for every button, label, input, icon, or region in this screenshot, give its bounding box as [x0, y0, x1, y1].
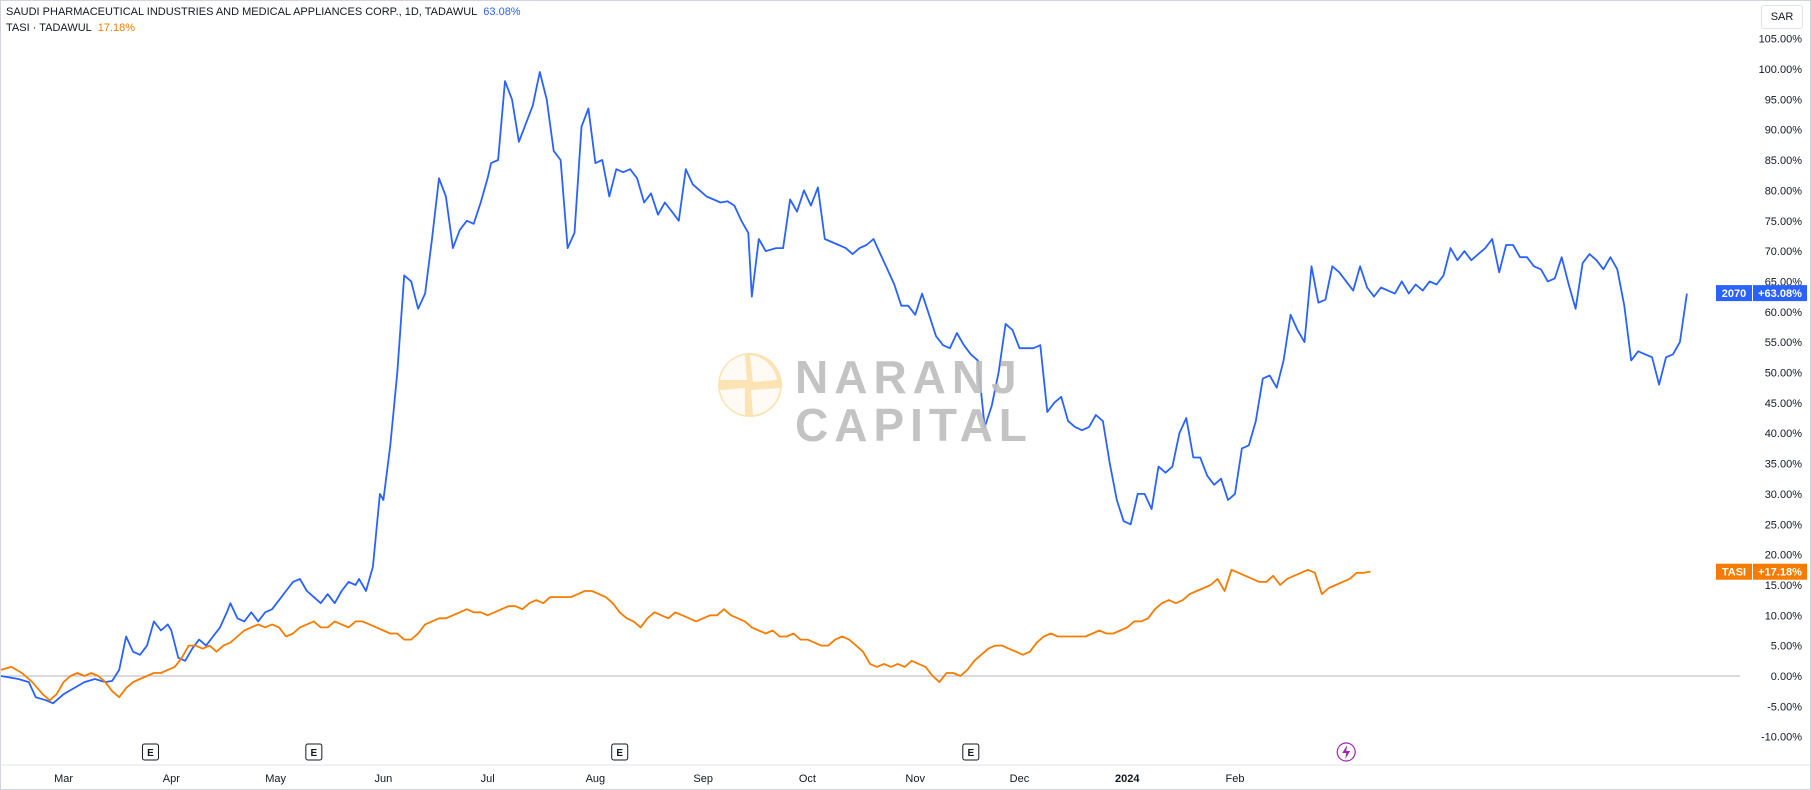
x-tick-label: Mar: [54, 773, 73, 785]
legend-compare-title: TASI · TADAWUL: [6, 22, 92, 34]
y-tick-label: 100.00%: [1759, 64, 1803, 76]
watermark-line-2: CAPITAL: [795, 399, 1033, 451]
y-tick-label: 15.00%: [1765, 580, 1803, 592]
x-tick-label: Dec: [1010, 773, 1030, 785]
price-tag-symbol: 2070: [1722, 288, 1746, 300]
series-line-2070[interactable]: [0, 71, 1688, 705]
currency-button[interactable]: SAR: [1761, 5, 1803, 29]
x-tick-label: May: [265, 773, 286, 785]
x-tick-label: Aug: [586, 773, 606, 785]
price-tag-value: +17.18%: [1758, 567, 1802, 579]
y-tick-label: 85.00%: [1765, 155, 1803, 167]
naranj-capital-watermark: NARANJ CAPITAL: [715, 350, 1027, 451]
y-tick-label: -5.00%: [1767, 701, 1802, 713]
y-tick-label: 0.00%: [1771, 671, 1802, 683]
legend-compare-series[interactable]: TASI · TADAWUL 17.18%: [6, 22, 135, 34]
earnings-event-icon[interactable]: E: [962, 743, 980, 761]
x-tick-label: Sep: [693, 773, 713, 785]
price-tag-2070: 2070 +63.08%: [1716, 285, 1807, 302]
x-tick-label: Feb: [1225, 773, 1244, 785]
x-tick-label: Jul: [481, 773, 495, 785]
legend-compare-value: 17.18%: [97, 22, 136, 34]
legend-main-title: SAUDI PHARMACEUTICAL INDUSTRIES AND MEDI…: [6, 6, 478, 18]
price-tag-symbol: TASI: [1722, 567, 1746, 579]
y-tick-label: 10.00%: [1765, 610, 1803, 622]
y-tick-label: 50.00%: [1765, 368, 1803, 380]
svg-text:E: E: [616, 748, 623, 759]
y-tick-label: 90.00%: [1765, 125, 1803, 137]
y-tick-label: -10.00%: [1761, 732, 1802, 744]
y-tick-label: 20.00%: [1765, 550, 1803, 562]
lightning-icon[interactable]: [1336, 742, 1356, 762]
y-tick-label: 95.00%: [1765, 94, 1803, 106]
y-tick-label: 55.00%: [1765, 337, 1803, 349]
x-tick-label: Jun: [374, 773, 392, 785]
earnings-event-icon[interactable]: E: [141, 743, 159, 761]
y-tick-label: 5.00%: [1771, 641, 1802, 653]
y-tick-label: 60.00%: [1765, 307, 1803, 319]
earnings-event-icon[interactable]: E: [611, 743, 629, 761]
y-tick-label: 30.00%: [1765, 489, 1803, 501]
legend-main-value: 63.08%: [483, 6, 521, 18]
x-tick-label: Apr: [163, 773, 180, 785]
watermark-line-1: NARANJ: [795, 351, 1023, 403]
x-tick-label: Nov: [905, 773, 925, 785]
x-tick-label: 2024: [1115, 773, 1140, 785]
y-tick-label: 105.00%: [1759, 34, 1803, 46]
y-tick-label: 80.00%: [1765, 185, 1803, 197]
price-tag-value: +63.08%: [1758, 288, 1802, 300]
naranj-logo-icon: [718, 353, 782, 417]
y-tick-label: 70.00%: [1765, 246, 1803, 258]
svg-text:E: E: [311, 748, 318, 759]
y-tick-label: 75.00%: [1765, 216, 1803, 228]
x-tick-label: Oct: [799, 773, 816, 785]
y-tick-label: 25.00%: [1765, 519, 1803, 531]
series-line-tasi[interactable]: [0, 568, 1371, 702]
legend-main-series[interactable]: SAUDI PHARMACEUTICAL INDUSTRIES AND MEDI…: [6, 6, 521, 18]
svg-text:E: E: [967, 748, 974, 759]
y-tick-label: 45.00%: [1765, 398, 1803, 410]
earnings-event-icon[interactable]: E: [305, 743, 323, 761]
y-tick-label: 35.00%: [1765, 459, 1803, 471]
y-tick-label: 40.00%: [1765, 428, 1803, 440]
price-tag-tasi: TASI +17.18%: [1716, 563, 1807, 580]
svg-text:E: E: [147, 748, 154, 759]
